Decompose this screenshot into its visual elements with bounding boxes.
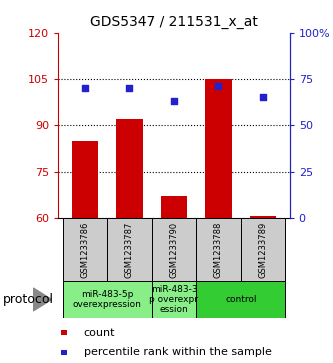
- Point: [216, 83, 221, 89]
- Polygon shape: [33, 288, 52, 311]
- Bar: [196, 281, 285, 318]
- Text: GSM1233789: GSM1233789: [258, 221, 267, 278]
- Bar: [152, 281, 196, 318]
- Bar: [63, 218, 107, 281]
- Text: count: count: [84, 328, 115, 338]
- Text: GSM1233786: GSM1233786: [81, 221, 90, 278]
- Title: GDS5347 / 211531_x_at: GDS5347 / 211531_x_at: [90, 15, 258, 29]
- Bar: [107, 218, 152, 281]
- Text: percentile rank within the sample: percentile rank within the sample: [84, 347, 272, 358]
- Point: [127, 85, 132, 91]
- Bar: [196, 218, 241, 281]
- Bar: [241, 218, 285, 281]
- Point: [171, 98, 177, 104]
- Bar: [161, 196, 187, 218]
- Text: miR-483-5p
overexpression: miR-483-5p overexpression: [73, 290, 142, 309]
- Bar: [152, 218, 196, 281]
- Text: protocol: protocol: [3, 293, 54, 306]
- Text: control: control: [225, 295, 256, 304]
- Bar: [61, 350, 67, 355]
- Text: miR-483-3
p overexpr
ession: miR-483-3 p overexpr ession: [150, 285, 198, 314]
- Point: [260, 95, 266, 101]
- Text: GSM1233788: GSM1233788: [214, 221, 223, 278]
- Bar: [61, 330, 67, 335]
- Bar: [63, 281, 152, 318]
- Bar: [116, 119, 143, 218]
- Point: [82, 85, 88, 91]
- Bar: [205, 79, 232, 218]
- Text: GSM1233790: GSM1233790: [169, 221, 178, 278]
- Bar: [250, 216, 276, 218]
- Text: GSM1233787: GSM1233787: [125, 221, 134, 278]
- Bar: [72, 141, 98, 218]
